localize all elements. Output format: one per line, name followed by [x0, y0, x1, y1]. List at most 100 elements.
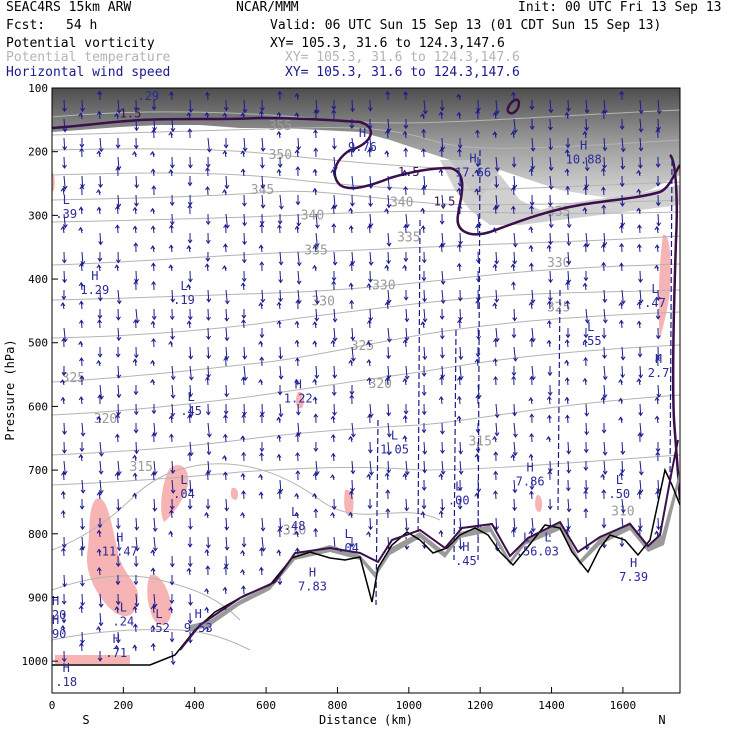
wind-arrowhead [512, 452, 518, 457]
y-tick-label: 500 [28, 337, 48, 350]
wind-arrowhead [529, 432, 534, 438]
wind-arrow [153, 460, 156, 475]
theta-label: 340 [390, 196, 413, 211]
wind-arrowhead [96, 548, 102, 553]
wind-arrowhead [169, 91, 174, 96]
wind-arrowhead [207, 148, 212, 153]
wind-arrowhead [385, 508, 391, 513]
wind-arrowhead [528, 396, 534, 402]
wind-arrowhead [348, 511, 354, 516]
wind-arrow [459, 517, 462, 530]
wind-arrowhead [240, 168, 246, 173]
wind-arrowhead [168, 131, 174, 136]
wind-arrowhead [654, 225, 660, 231]
wind-arrow [459, 460, 462, 475]
wind-arrow [441, 441, 444, 454]
wind-arrow [585, 156, 588, 171]
wind-arrow [387, 460, 390, 473]
init-time: Init: 00 UTC Fri 13 Sep 13 [518, 0, 722, 15]
theta-label: 330 [372, 278, 395, 293]
wind-arrow [62, 548, 65, 557]
wind-arrowhead [80, 489, 86, 494]
wind-arrowhead [618, 224, 624, 229]
wind-arrowhead [294, 492, 300, 498]
wind-arrow [243, 99, 246, 113]
wind-arrow [333, 194, 336, 208]
wind-arrowhead [78, 281, 84, 287]
wind-arrowhead [276, 111, 282, 116]
wind-arrow [332, 453, 335, 462]
wind-arrow [351, 137, 354, 152]
wind-arrowhead [403, 185, 408, 191]
wind-arrow [639, 289, 642, 303]
wind-arrowhead [277, 163, 283, 168]
wind-arrowhead [134, 184, 140, 189]
wind-arrowhead [134, 450, 140, 455]
wind-arrowhead [656, 222, 662, 227]
wind-arrowhead [205, 220, 211, 226]
wind-arrowhead [494, 184, 500, 189]
wind-arrow [549, 213, 552, 228]
wind-arrow [459, 365, 462, 380]
wind-arrow [494, 206, 497, 215]
wind-jet [417, 219, 421, 541]
wind-arrowhead [187, 239, 193, 244]
wind-arrowhead [132, 492, 138, 497]
extremum-kind: L [616, 473, 623, 487]
wind-arrowhead [277, 581, 283, 586]
wind-arrow [513, 118, 516, 133]
wind-jet [557, 289, 561, 511]
wind-arrow [531, 137, 534, 151]
theta-label: 330 [311, 294, 334, 309]
wind-arrowhead [403, 410, 409, 415]
wind-arrow [315, 289, 318, 304]
wind-arrowhead [205, 167, 210, 172]
wind-arrowhead [583, 466, 589, 472]
wind-arrowhead [530, 528, 536, 533]
wind-arrowhead [259, 447, 265, 453]
wind-arrowhead [638, 299, 644, 304]
extremum-kind: L [587, 320, 594, 334]
wind-arrow [206, 92, 209, 101]
extremum-value: .04 [337, 541, 359, 555]
wind-arrowhead [384, 150, 390, 155]
wind-arrowhead [348, 490, 354, 495]
wind-arrowhead [240, 112, 246, 117]
wind-arrowhead [513, 357, 518, 362]
wind-arrowhead [439, 315, 445, 320]
wind-arrow [405, 517, 408, 531]
wind-arrowhead [493, 375, 498, 381]
wind-arrow [621, 498, 624, 513]
wind-arrowhead [402, 264, 408, 269]
wind-arrow [477, 327, 480, 340]
wind-arrowhead [421, 391, 427, 397]
wind-arrow [99, 479, 102, 494]
wind-arrowhead [404, 545, 410, 550]
wind-arrow [279, 194, 282, 209]
wind-arrowhead [150, 225, 156, 230]
wind-arrowhead [259, 356, 265, 361]
wind-arrowhead [457, 297, 463, 302]
wind-arrow [387, 232, 390, 246]
wind-arrowhead [188, 488, 194, 493]
wind-arrow [170, 225, 173, 234]
wind-arrow [296, 150, 299, 158]
wind-arrowhead [222, 188, 227, 194]
wind-arrowhead [152, 471, 158, 476]
legend-wind-name: Horizontal wind speed [6, 65, 171, 80]
wind-arrowhead [366, 319, 372, 324]
wind-arrowhead [240, 549, 246, 555]
wind-arrowhead [206, 316, 211, 321]
wind-arrow [405, 365, 408, 380]
wind-arrowhead [241, 259, 247, 264]
wind-arrow [225, 498, 228, 511]
wind-arrow [602, 244, 605, 253]
wind-arrowhead [583, 356, 589, 361]
wind-arrow [494, 491, 497, 500]
wind-arrow [567, 99, 570, 112]
wind-arrowhead [386, 433, 392, 438]
wind-arrowhead [331, 277, 337, 282]
wind-arrowhead [313, 109, 319, 114]
wind-arrowhead [313, 413, 319, 418]
x-axis: 0 200 400 600 800 1000 1200 1400 1600 [49, 687, 636, 712]
